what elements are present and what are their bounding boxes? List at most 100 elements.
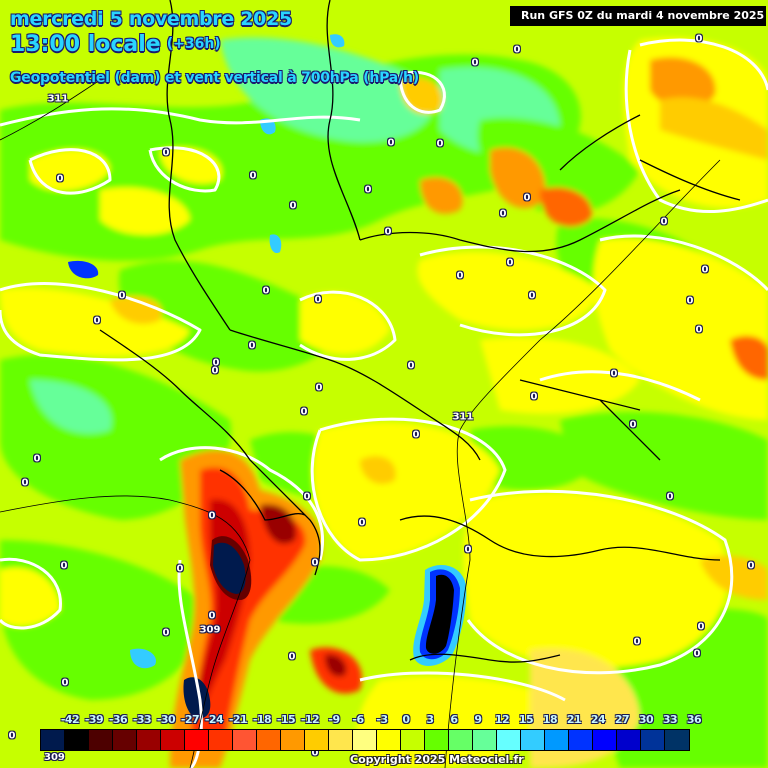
zero-contour-label: 0 xyxy=(693,648,701,660)
colorbar-tick: 12 xyxy=(494,713,510,726)
zero-contour-label: 0 xyxy=(528,290,536,302)
zero-contour-label: 0 xyxy=(633,636,641,648)
colorbar-swatch xyxy=(425,730,449,750)
zero-contour-label: 0 xyxy=(212,357,220,369)
zero-contour-label: 0 xyxy=(8,730,16,742)
zero-contour-label: 0 xyxy=(464,544,472,556)
colorbar-swatch xyxy=(473,730,497,750)
zero-contour-label: 0 xyxy=(530,391,538,403)
colorbar-swatch xyxy=(41,730,65,750)
colorbar-swatch xyxy=(401,730,425,750)
colorbar-tick: -9 xyxy=(328,713,340,726)
zero-contour-label: 0 xyxy=(60,560,68,572)
colorbar-swatch xyxy=(89,730,113,750)
colorbar-tick: -39 xyxy=(84,713,104,726)
zero-contour-label: 0 xyxy=(697,621,705,633)
colorbar-tick: -33 xyxy=(132,713,152,726)
geopotential-label: 309 xyxy=(199,624,221,636)
colorbar-tick: -36 xyxy=(108,713,128,726)
zero-contour-label: 0 xyxy=(436,138,444,150)
zero-contour-label: 0 xyxy=(311,557,319,569)
colorbar-swatch xyxy=(665,730,689,750)
geopotential-label: 311 xyxy=(452,411,474,423)
zero-contour-label: 0 xyxy=(695,324,703,336)
zero-contour-label: 0 xyxy=(407,360,415,372)
colorbar-swatch xyxy=(449,730,473,750)
colorbar-tick: -24 xyxy=(204,713,224,726)
zero-contour-label: 0 xyxy=(300,406,308,418)
colorbar-swatch xyxy=(65,730,89,750)
zero-contour-label: 0 xyxy=(629,419,637,431)
forecast-date: mercredi 5 novembre 2025 xyxy=(10,8,292,30)
geopotential-label: 309 xyxy=(44,752,65,763)
zero-contour-label: 0 xyxy=(211,365,219,377)
colorbar-tick: 36 xyxy=(686,713,702,726)
colorbar-tick: 24 xyxy=(590,713,606,726)
zero-contour-label: 0 xyxy=(499,208,507,220)
zero-contour-label: 0 xyxy=(686,295,694,307)
zero-contour-label: 0 xyxy=(523,192,531,204)
colorbar-swatch xyxy=(257,730,281,750)
zero-contour-label: 0 xyxy=(118,290,126,302)
colorbar-tick: 0 xyxy=(402,713,410,726)
colorbar-tick: -42 xyxy=(60,713,80,726)
zero-contour-label: 0 xyxy=(695,33,703,45)
zero-contour-label: 0 xyxy=(701,264,709,276)
zero-contour-label: 0 xyxy=(56,173,64,185)
colorbar-tick: -21 xyxy=(228,713,248,726)
zero-contour-label: 0 xyxy=(93,315,101,327)
colorbar-tick: 15 xyxy=(518,713,534,726)
zero-contour-label: 0 xyxy=(412,429,420,441)
colorbar-tick: -18 xyxy=(252,713,272,726)
zero-contour-label: 0 xyxy=(660,216,668,228)
colorbar-swatch xyxy=(329,730,353,750)
zero-contour-label: 0 xyxy=(33,453,41,465)
geopotential-label: 311 xyxy=(47,93,69,105)
zero-contour-label: 0 xyxy=(513,44,521,56)
colorbar-swatch xyxy=(281,730,305,750)
colorbar-swatch xyxy=(113,730,137,750)
colorbar-swatch xyxy=(209,730,233,750)
zero-contour-label: 0 xyxy=(262,285,270,297)
zero-contour-label: 0 xyxy=(303,491,311,503)
zero-contour-label: 0 xyxy=(289,200,297,212)
zero-contour-label: 0 xyxy=(384,226,392,238)
zero-contour-label: 0 xyxy=(471,57,479,69)
colorbar-swatch xyxy=(617,730,641,750)
colorbar-tick: 30 xyxy=(638,713,654,726)
colorbar-swatch xyxy=(305,730,329,750)
colorbar-swatch xyxy=(137,730,161,750)
colorbar-tick: -12 xyxy=(300,713,320,726)
zero-contour-label: 0 xyxy=(208,610,216,622)
zero-contour-label: 0 xyxy=(249,170,257,182)
zero-contour-label: 0 xyxy=(288,651,296,663)
zero-contour-label: 0 xyxy=(248,340,256,352)
colorbar-tick: -15 xyxy=(276,713,296,726)
zero-contour-label: 0 xyxy=(162,147,170,159)
lead-time: (+36h) xyxy=(166,36,221,52)
zero-contour-label: 0 xyxy=(311,747,319,759)
zero-contour-label: 0 xyxy=(610,368,618,380)
copyright-text: Copyright 2025 Meteociel.fr xyxy=(350,753,524,766)
colorbar-tick: 27 xyxy=(614,713,630,726)
colorbar-tick: -6 xyxy=(352,713,364,726)
zero-contour-label: 0 xyxy=(358,517,366,529)
local-time: 13:00 locale xyxy=(10,32,161,57)
colorbar-legend xyxy=(40,729,690,751)
colorbar-tick: 18 xyxy=(542,713,558,726)
model-run-label: Run GFS 0Z du mardi 4 novembre 2025 xyxy=(510,6,766,26)
zero-contour-label: 0 xyxy=(314,294,322,306)
colorbar-tick: -30 xyxy=(156,713,176,726)
parameter-title: Geopotentiel (dam) et vent vertical à 70… xyxy=(10,70,419,86)
colorbar-tick: -27 xyxy=(180,713,200,726)
zero-contour-label: 0 xyxy=(456,270,464,282)
colorbar-swatch xyxy=(185,730,209,750)
zero-contour-label: 0 xyxy=(315,382,323,394)
colorbar-swatch xyxy=(593,730,617,750)
colorbar-swatch xyxy=(545,730,569,750)
zero-contour-label: 0 xyxy=(387,137,395,149)
colorbar-swatch xyxy=(353,730,377,750)
colorbar-tick: 3 xyxy=(426,713,434,726)
colorbar-tick: 9 xyxy=(474,713,482,726)
